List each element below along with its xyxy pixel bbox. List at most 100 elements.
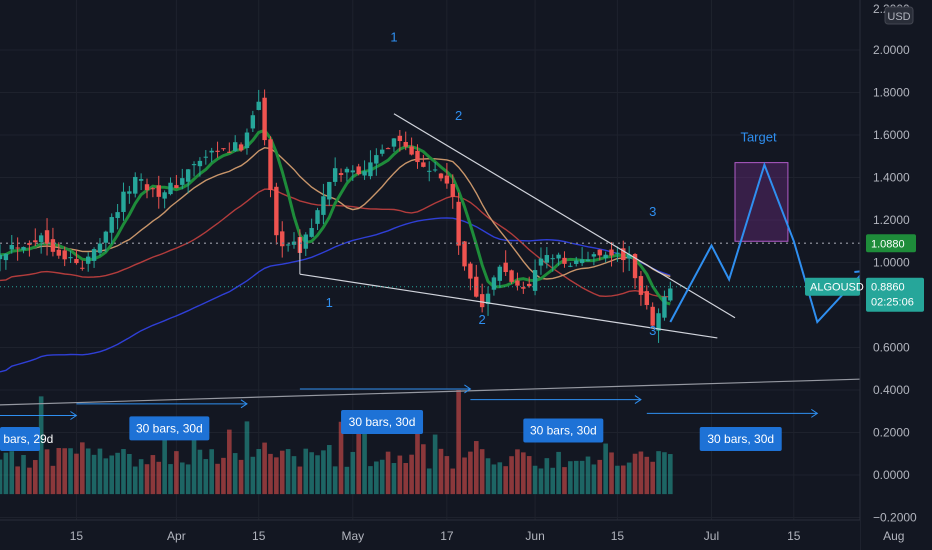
wedge-upper-line (393, 113, 736, 319)
x-tick-label: Jul (704, 529, 719, 543)
time-axis[interactable]: 15 Apr 15 May 17 Jun 15 Jul 15 Aug (0, 519, 904, 550)
volume-bar (650, 461, 655, 495)
candle-body (303, 234, 308, 249)
time-axis-bg (0, 520, 860, 550)
candle-body (150, 188, 156, 190)
candle-body (544, 255, 550, 263)
volume-bar (497, 462, 503, 495)
volume-bar (556, 451, 561, 495)
candle-body (609, 249, 614, 256)
candle-body (579, 259, 585, 264)
x-tick-label: Aug (883, 529, 904, 543)
candle-body (209, 150, 214, 153)
volume-bar (350, 451, 356, 495)
bars-range-label: 30 bars, 30d (530, 424, 597, 438)
candle-body (521, 287, 526, 289)
candle-body (479, 294, 485, 308)
volume-bar (127, 453, 132, 495)
volume-bar (485, 458, 491, 495)
bars-range-box (341, 410, 424, 434)
price-axis-bg (860, 0, 932, 550)
volume-bar (44, 449, 50, 495)
candle-body (33, 240, 38, 243)
ma-medium-line (0, 146, 671, 280)
volume-bar (444, 456, 450, 495)
candle-body (632, 254, 638, 279)
volume-bar (232, 453, 238, 495)
volume-bar (103, 458, 109, 495)
volume-bar (209, 449, 214, 495)
volume-bar (532, 465, 538, 495)
candle-body (21, 246, 26, 250)
candle-body (638, 276, 644, 295)
volume-bar (162, 431, 167, 495)
x-tick-label: Apr (167, 529, 186, 543)
y-tick-label: 0.4000 (873, 383, 910, 397)
candle-body (62, 250, 67, 260)
volume-bar (626, 462, 632, 495)
y-tick-label: 2.0000 (873, 43, 910, 57)
volume-bar (503, 466, 508, 495)
candle-body (138, 179, 144, 181)
volume-bar (303, 448, 309, 495)
volume-bar (479, 449, 485, 495)
candle-body (397, 135, 403, 142)
volume-bar (473, 441, 479, 495)
volume-bar (620, 465, 626, 495)
candle-body (527, 283, 532, 287)
volume-bar (491, 464, 497, 495)
volume-bar (80, 442, 85, 495)
volume-bar (97, 448, 103, 495)
wave-count-label: 1 (326, 295, 333, 310)
candle-body (221, 148, 226, 150)
bars-range-arrow (634, 395, 642, 404)
volume-bar (15, 466, 20, 495)
candle-body (432, 169, 438, 171)
volume-bar (391, 463, 397, 495)
candle-body (668, 288, 673, 301)
volume-bar (668, 454, 673, 495)
volume-bar (244, 421, 250, 495)
wave-count-label: 3 (649, 323, 656, 338)
volume-bar (462, 457, 467, 495)
volume-bar (326, 445, 332, 495)
candle-body (168, 182, 173, 195)
volume-bar (468, 451, 473, 495)
bars-range-box (0, 427, 40, 451)
candle-body (597, 249, 602, 256)
volume-bar (291, 456, 297, 495)
volume-bar (203, 459, 209, 495)
candle-body (644, 291, 649, 305)
y-tick-label: 1.8000 (873, 86, 910, 100)
volume-bar (538, 468, 544, 495)
bars-range-arrow (464, 384, 472, 394)
last-price-value: 0.8860 (871, 282, 905, 294)
volume-bar (456, 390, 461, 495)
candle-body (585, 259, 591, 262)
bars-range-label: 30 bars, 30d (136, 421, 203, 435)
candle-body (115, 212, 120, 219)
price-axis[interactable]: 2.0000 1.8000 1.6000 1.4000 1.2000 1.0000 0.60… (805, 0, 932, 550)
candle-body (562, 257, 567, 264)
volume-bar (597, 459, 603, 495)
wave-count-label: 3 (649, 204, 656, 219)
candle-body (185, 169, 191, 182)
volume-bar (150, 455, 156, 495)
ma-longest-line (0, 217, 671, 373)
x-tick-label: May (341, 529, 364, 543)
candle-body (574, 260, 579, 264)
candle-body (3, 253, 9, 261)
candle-body (338, 173, 344, 175)
volume-bar (38, 396, 44, 495)
drawings-layer: Target 1 2 3 1 2 3 29 bars, 29d 30 bars, 30d 30 b… (0, 30, 888, 451)
candle-body (421, 162, 426, 167)
volume-bar (227, 429, 232, 495)
volume-bar (262, 442, 267, 495)
volume-bar (662, 452, 667, 495)
candle-body (109, 217, 114, 233)
candle-body (38, 235, 44, 243)
marked-level-value: 1.0880 (871, 238, 905, 250)
currency-badge (884, 6, 914, 25)
volume-bar (21, 455, 26, 495)
